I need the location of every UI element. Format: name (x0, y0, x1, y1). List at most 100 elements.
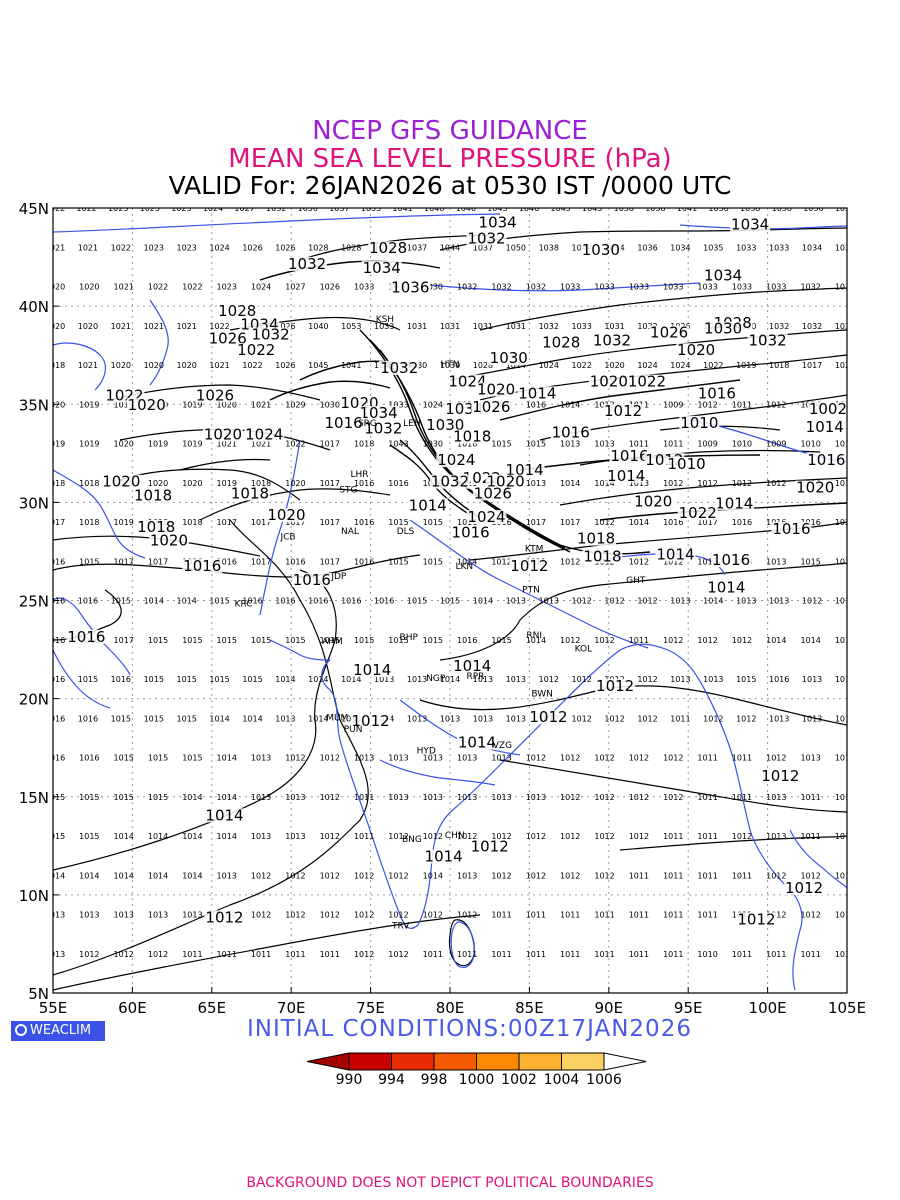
contour-label: 1030 (490, 349, 528, 367)
grid-value: 1013 (769, 597, 789, 606)
grid-value: 1016 (78, 714, 98, 723)
mongolia-edge (679, 224, 847, 230)
grid-value: 1045 (550, 204, 570, 213)
contour-label: 1012 (761, 767, 799, 785)
grid-value: 1016 (45, 675, 65, 684)
contour-label: 1014 (409, 496, 447, 514)
colorbar-segment (391, 1052, 435, 1071)
contour-label: 1016 (293, 571, 331, 589)
grid-value: 1011 (594, 911, 614, 920)
grid-value: 1012 (697, 479, 717, 488)
grid-value: 1021 (114, 283, 134, 292)
colorbar-segment (476, 1052, 520, 1071)
isobar-1012c-line (499, 759, 847, 813)
grid-value: 1012 (594, 636, 614, 645)
grid-value: 1012 (732, 832, 752, 841)
grid-value: 1013 (736, 597, 756, 606)
grid-value: 1015 (114, 793, 134, 802)
grid-value: 1014 (217, 793, 237, 802)
colorbar-right-arrow (603, 1052, 647, 1071)
gujarat-coast (269, 639, 331, 661)
contour-label: 1034 (363, 259, 401, 277)
lon-tick-label: 105E (828, 999, 866, 1017)
grid-value: 1038 (708, 204, 728, 213)
grid-value: 1010 (697, 950, 717, 959)
grid-value: 1012 (663, 793, 683, 802)
grid-value: 1011 (182, 950, 202, 959)
grid-value: 1015 (354, 636, 374, 645)
grid-value: 1011 (560, 911, 580, 920)
grid-value: 1034 (802, 243, 822, 252)
logo-text: WEACLIM (30, 1023, 92, 1038)
grid-value: 1017 (320, 557, 340, 566)
contour-label: 1030 (582, 241, 620, 259)
contour-label: 1014 (656, 545, 694, 563)
grid-value: 1011 (800, 793, 820, 802)
colorbar: 990 994 998 1000 1002 1004 1006 (306, 1052, 647, 1088)
station-label: HYD (417, 747, 436, 757)
grid-value: 1033 (697, 283, 717, 292)
colorbar-left-arrow (306, 1052, 350, 1071)
grid-value: 1012 (560, 832, 580, 841)
contour-label-bg (485, 474, 526, 489)
station-label: MUM (326, 713, 348, 723)
grid-value: 1028 (341, 243, 361, 252)
grid-value: 1043 (388, 440, 408, 449)
contour-label: 1034 (359, 404, 397, 422)
grid-value: 1018 (45, 479, 65, 488)
contour-label-bg (450, 525, 491, 540)
grid-value: 1019 (79, 400, 99, 409)
isobar-1016-line (53, 554, 421, 578)
grid-value: 1012 (629, 754, 649, 763)
indus-river (259, 439, 301, 616)
grid-value: 1011 (354, 832, 374, 841)
tianshan-ridge (259, 260, 441, 281)
contour-label: 1012 (205, 908, 243, 926)
grid-value: 1014 (114, 871, 134, 880)
contour-label-bg (655, 547, 696, 562)
caspian-coast (53, 342, 107, 391)
grid-value: 1046 (456, 204, 476, 213)
contour-label: 1022 (679, 504, 717, 522)
grid-value: 1012 (320, 871, 340, 880)
contour-label: 1018 (137, 518, 175, 536)
contour-label-bg (760, 769, 801, 784)
grid-value: 1017 (251, 557, 271, 566)
grid-value: 1013 (114, 911, 134, 920)
contour-label: 1016 (772, 520, 810, 538)
grid-value: 1014 (308, 675, 328, 684)
grid-value: 1012 (732, 479, 752, 488)
station-label: LHR (350, 470, 368, 480)
grid-value: 1021 (251, 400, 271, 409)
grid-value: 1012 (835, 950, 855, 959)
grid-value: 1015 (79, 832, 99, 841)
grid-value: 1012 (604, 597, 624, 606)
grid-value: 1026 (275, 243, 295, 252)
grid-value: 1013 (388, 793, 408, 802)
contour-label-bg (466, 231, 507, 246)
grid-value: 1012 (320, 911, 340, 920)
contour-label: 1030 (704, 320, 742, 338)
grid-value: 1019 (79, 440, 99, 449)
lon-tick-label: 60E (118, 999, 147, 1017)
contour-label: 1020 (477, 380, 515, 398)
grid-value: 1015 (79, 793, 99, 802)
grid-value: 1015 (423, 518, 443, 527)
grid-value: 1011 (629, 950, 649, 959)
contour-label: 1020 (102, 473, 140, 491)
grid-value: 1012 (663, 479, 683, 488)
grid-value: 1021 (45, 243, 65, 252)
grid-value: 1046 (519, 204, 539, 213)
lat-tick-label: 15N (19, 789, 49, 807)
isobar-1020-line (119, 468, 301, 501)
grid-value: 1014 (148, 871, 168, 880)
grid-value: 1012 (835, 597, 855, 606)
station-label: TRV (391, 921, 410, 931)
contour-label: 1012 (352, 712, 390, 730)
grid-value: 1015 (148, 793, 168, 802)
grid-value: 1009 (663, 400, 683, 409)
grid-value: 1016 (835, 479, 855, 488)
grid-value: 1053 (341, 322, 361, 331)
grid-value: 1032 (457, 283, 477, 292)
contour-label-bg (550, 425, 591, 440)
